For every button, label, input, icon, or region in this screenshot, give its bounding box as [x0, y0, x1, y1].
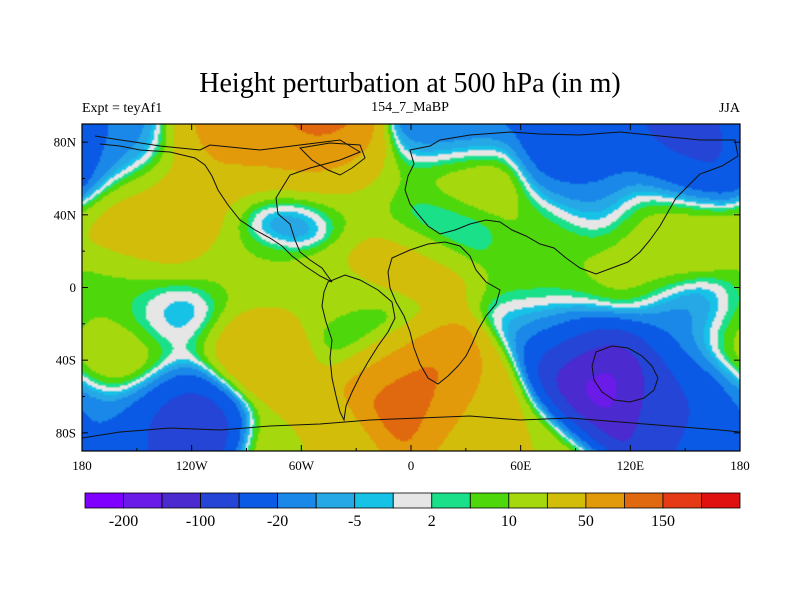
colorbar-label: 10: [501, 513, 517, 530]
colorbar-swatch: [701, 492, 741, 509]
coastline: [82, 131, 740, 439]
coastline-eurasia: [404, 131, 739, 275]
colorbar-swatch: [277, 492, 317, 509]
x-tick-label: 180: [730, 458, 750, 473]
contour-field: [82, 124, 740, 451]
coastline-south-america: [321, 274, 396, 422]
y-axis: 80N 40N 0 40S 80S: [54, 135, 740, 440]
coastline-antarctica: [82, 415, 740, 439]
colorbar-swatch: [238, 492, 279, 509]
colorbar-swatch: [546, 492, 587, 509]
period-label: 154_7_MaBP: [371, 100, 449, 115]
y-tick-label: 40N: [54, 207, 77, 222]
colorbar-swatch: [161, 492, 201, 509]
colorbar-swatch: [123, 492, 163, 509]
coastline-north-america: [94, 135, 362, 283]
coastline-australia: [591, 345, 659, 403]
colorbar-label: 2: [428, 513, 436, 530]
colorbar-swatch: [392, 492, 433, 509]
field-raster: [82, 124, 740, 451]
x-tick-label: 0: [408, 458, 415, 473]
x-tick-label: 120E: [617, 458, 645, 473]
x-tick-label: 120W: [176, 458, 209, 473]
colorbar-label: -200: [109, 513, 138, 530]
colorbar-swatch: [469, 492, 510, 509]
experiment-label: Expt = teyAf1: [82, 101, 162, 116]
colorbar-swatch: [624, 492, 664, 509]
x-axis: 180 120W 60W 0 60E 120E 180: [72, 124, 750, 473]
colorbar-swatch: [84, 492, 124, 509]
colorbar-swatch: [508, 492, 548, 509]
colorbar-label: -5: [348, 513, 361, 530]
y-tick-label: 40S: [56, 353, 76, 368]
colorbar-swatch: [200, 492, 240, 509]
colorbar-label: -100: [186, 513, 215, 530]
colorbar-label: -20: [267, 513, 288, 530]
x-tick-label: 60E: [510, 458, 531, 473]
x-tick-label: 60W: [289, 458, 315, 473]
season-label: JJA: [719, 101, 741, 116]
colorbar-swatch: [354, 492, 394, 509]
colorbar-label: 150: [651, 513, 675, 530]
colorbar-label: 50: [578, 513, 594, 530]
colorbar: -200 -100 -20 -5 2 10 50 150: [84, 492, 741, 530]
colorbar-swatch: [662, 492, 702, 509]
y-tick-label: 80S: [56, 425, 76, 440]
y-tick-label: 80N: [54, 135, 77, 150]
y-tick-label: 0: [70, 280, 77, 295]
coastline-greenland: [298, 142, 366, 176]
colorbar-swatch: [585, 492, 625, 509]
coastline-africa: [387, 241, 501, 385]
colorbar-swatch: [431, 492, 471, 509]
colorbar-swatch: [315, 492, 356, 509]
x-tick-label: 180: [72, 458, 92, 473]
chart-title: Height perturbation at 500 hPa (in m): [199, 68, 620, 99]
